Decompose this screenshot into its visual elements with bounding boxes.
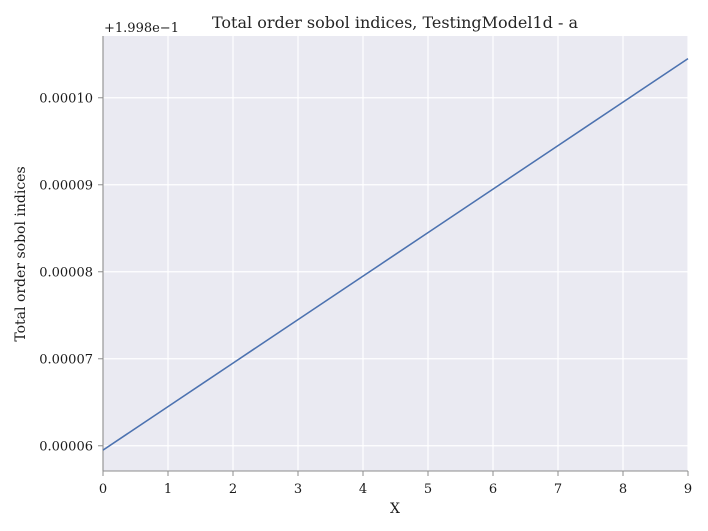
x-tick-label: 4 <box>359 482 367 497</box>
y-tick-label: 0.00010 <box>39 91 93 106</box>
x-axis-label: X <box>390 501 400 517</box>
y-axis-label: Total order sobol indices <box>13 166 29 341</box>
x-tick-label: 1 <box>164 482 172 497</box>
y-tick-label: 0.00008 <box>39 265 93 280</box>
x-tick-label: 7 <box>554 482 562 497</box>
chart-title: Total order sobol indices, TestingModel1… <box>212 13 579 32</box>
x-tick-label: 2 <box>229 482 237 497</box>
y-axis-ticks: 0.00006 0.00007 0.00008 0.00009 0.00010 <box>39 91 103 454</box>
series-line <box>102 57 689 451</box>
x-tick-label: 9 <box>684 482 692 497</box>
x-tick-label: 8 <box>619 482 627 497</box>
y-tick-label: 0.00007 <box>39 352 93 367</box>
x-tick-label: 0 <box>99 482 107 497</box>
y-tick-label: 0.00009 <box>39 178 93 193</box>
grid <box>102 36 689 471</box>
x-tick-label: 3 <box>294 482 302 497</box>
x-tick-label: 6 <box>489 482 497 497</box>
x-tick-label: 5 <box>424 482 432 497</box>
series-group <box>102 57 689 451</box>
axes-spines <box>102 36 688 472</box>
y-tick-label: 0.00006 <box>39 439 93 454</box>
y-axis-offset-label: +1.998e−1 <box>104 21 179 36</box>
x-axis-ticks: 0 1 2 3 4 5 6 7 8 9 <box>99 471 692 497</box>
